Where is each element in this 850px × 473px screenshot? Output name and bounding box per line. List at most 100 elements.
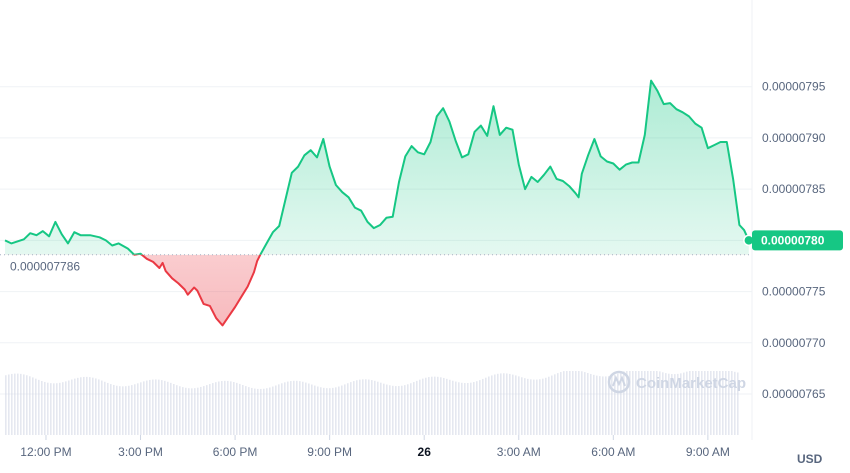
volume-bar <box>470 382 472 435</box>
volume-bar <box>302 381 304 435</box>
volume-bar <box>116 385 118 435</box>
volume-bar <box>590 373 592 435</box>
volume-bar <box>308 383 310 435</box>
volume-bar <box>377 381 379 435</box>
volume-bar <box>233 382 235 435</box>
volume-bar <box>527 378 529 435</box>
coinmarketcap-logo-icon <box>607 370 631 394</box>
volume-bar <box>221 381 223 435</box>
x-tick-label: 6:00 AM <box>591 445 635 459</box>
volume-bar <box>107 382 109 435</box>
volume-bar <box>632 371 634 435</box>
volume-bar <box>227 380 229 435</box>
volume-bar <box>26 375 28 435</box>
volume-bar <box>209 384 211 435</box>
volume-bar <box>350 382 352 435</box>
volume-bar <box>236 382 238 435</box>
volume-bar <box>575 371 577 435</box>
volume-bar <box>635 371 637 435</box>
volume-bar <box>449 379 451 435</box>
volume-bar <box>131 385 133 435</box>
volume-bar <box>38 379 40 435</box>
volume-bar <box>320 387 322 435</box>
volume-bar <box>725 371 727 435</box>
volume-bar <box>455 381 457 435</box>
volume-bar <box>269 387 271 435</box>
volume-bar <box>71 379 73 435</box>
volume-bar <box>272 386 274 435</box>
volume-bar <box>719 371 721 435</box>
volume-bar <box>557 373 559 435</box>
volume-bar <box>224 380 226 435</box>
volume-bar <box>50 383 52 435</box>
volume-bar <box>440 377 442 435</box>
volume-bar <box>14 373 16 435</box>
volume-bar <box>332 387 334 435</box>
volume-bar <box>371 380 373 435</box>
volume-bar <box>737 372 739 435</box>
volume-bar <box>581 371 583 435</box>
volume-bar <box>317 386 319 435</box>
volume-bar <box>413 382 415 435</box>
volume-bar <box>197 387 199 435</box>
volume-bar <box>602 376 604 435</box>
volume-bar <box>374 380 376 435</box>
volume-bar <box>458 382 460 435</box>
y-tick-label: 0.00000765 <box>762 387 826 401</box>
volume-bar <box>380 382 382 435</box>
volume-bar <box>182 387 184 435</box>
volume-bar <box>89 377 91 435</box>
volume-bar <box>11 373 13 435</box>
volume-bar <box>65 381 67 435</box>
volume-bar <box>728 371 730 435</box>
volume-bar <box>599 376 601 435</box>
volume-bar <box>689 371 691 435</box>
volume-bar <box>104 381 106 435</box>
volume-bar <box>731 371 733 435</box>
volume-bar <box>152 379 154 435</box>
volume-bar <box>482 378 484 435</box>
volume-bar <box>359 379 361 435</box>
volume-bar <box>200 386 202 435</box>
volume-bar <box>530 379 532 435</box>
volume-bar <box>290 381 292 435</box>
volume-bar <box>410 383 412 435</box>
volume-bar <box>248 387 250 435</box>
volume-bar <box>83 376 85 435</box>
volume-bar <box>608 376 610 435</box>
volume-bar <box>353 381 355 435</box>
volume-bar <box>698 371 700 435</box>
volume-bar <box>437 376 439 435</box>
volume-bar <box>5 375 7 435</box>
volume-bar <box>23 374 25 435</box>
volume-bar <box>215 382 217 435</box>
volume-bar <box>185 387 187 435</box>
volume-bar <box>53 383 55 435</box>
volume-bar <box>263 388 265 435</box>
volume-bar <box>341 385 343 435</box>
reference-value-label: 0.000007786 <box>10 260 80 274</box>
volume-bar <box>194 388 196 435</box>
volume-bar <box>686 371 688 435</box>
volume-bar <box>230 381 232 435</box>
volume-bar <box>281 383 283 435</box>
volume-bar <box>101 380 103 435</box>
volume-bar <box>593 374 595 435</box>
volume-bar <box>422 378 424 435</box>
volume-bar <box>569 371 571 435</box>
volume-bar <box>338 386 340 435</box>
volume-bar <box>239 383 241 435</box>
volume-bar <box>467 383 469 435</box>
volume-bar <box>461 382 463 435</box>
area-fill-above <box>5 80 749 255</box>
volume-bar <box>674 374 676 435</box>
volume-bar <box>533 379 535 435</box>
volume-bar <box>293 380 295 435</box>
volume-bar <box>254 388 256 435</box>
volume-bar <box>347 383 349 435</box>
volume-bar <box>29 376 31 435</box>
volume-bar <box>146 380 148 435</box>
volume-bar <box>629 371 631 435</box>
volume-bar <box>212 383 214 435</box>
